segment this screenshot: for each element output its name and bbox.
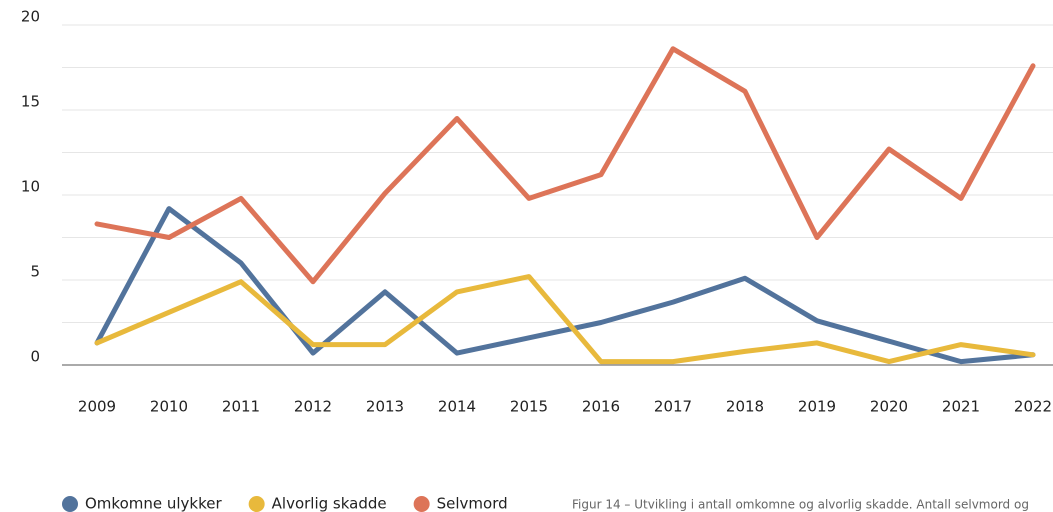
x-tick-label: 2017 [654, 398, 692, 416]
x-tick-label: 2019 [798, 398, 836, 416]
series-line [94, 206, 1036, 365]
x-tick-label: 2010 [150, 398, 188, 416]
x-tick-label: 2022 [1014, 398, 1052, 416]
y-tick-label: 5 [30, 263, 40, 281]
x-tick-label: 2014 [438, 398, 476, 416]
series-line [94, 274, 1036, 365]
legend-label: Alvorlig skadde [272, 495, 387, 512]
y-tick-label: 15 [21, 93, 40, 111]
series-line [94, 46, 1036, 285]
y-tick-label: 10 [21, 178, 40, 196]
x-tick-label: 2020 [870, 398, 908, 416]
legend-marker [62, 496, 78, 512]
legend-label: Omkomne ulykker [85, 495, 222, 512]
caption: Figur 14 – Utvikling i antall omkomne og… [572, 498, 1029, 512]
y-tick-label: 0 [30, 348, 40, 366]
legend-marker [248, 496, 265, 512]
x-tick-label: 2009 [78, 398, 116, 416]
x-tick-label: 2016 [582, 398, 620, 416]
x-tick-label: 2013 [366, 398, 404, 416]
y-tick-label: 20 [21, 8, 40, 26]
x-tick-label: 2021 [942, 398, 980, 416]
legend-marker [413, 496, 430, 512]
x-tick-label: 2015 [510, 398, 548, 416]
x-tick-label: 2018 [726, 398, 764, 416]
legend-label: Selvmord [437, 495, 508, 512]
x-tick-label: 2011 [222, 398, 260, 416]
x-tick-label: 2012 [294, 398, 332, 416]
